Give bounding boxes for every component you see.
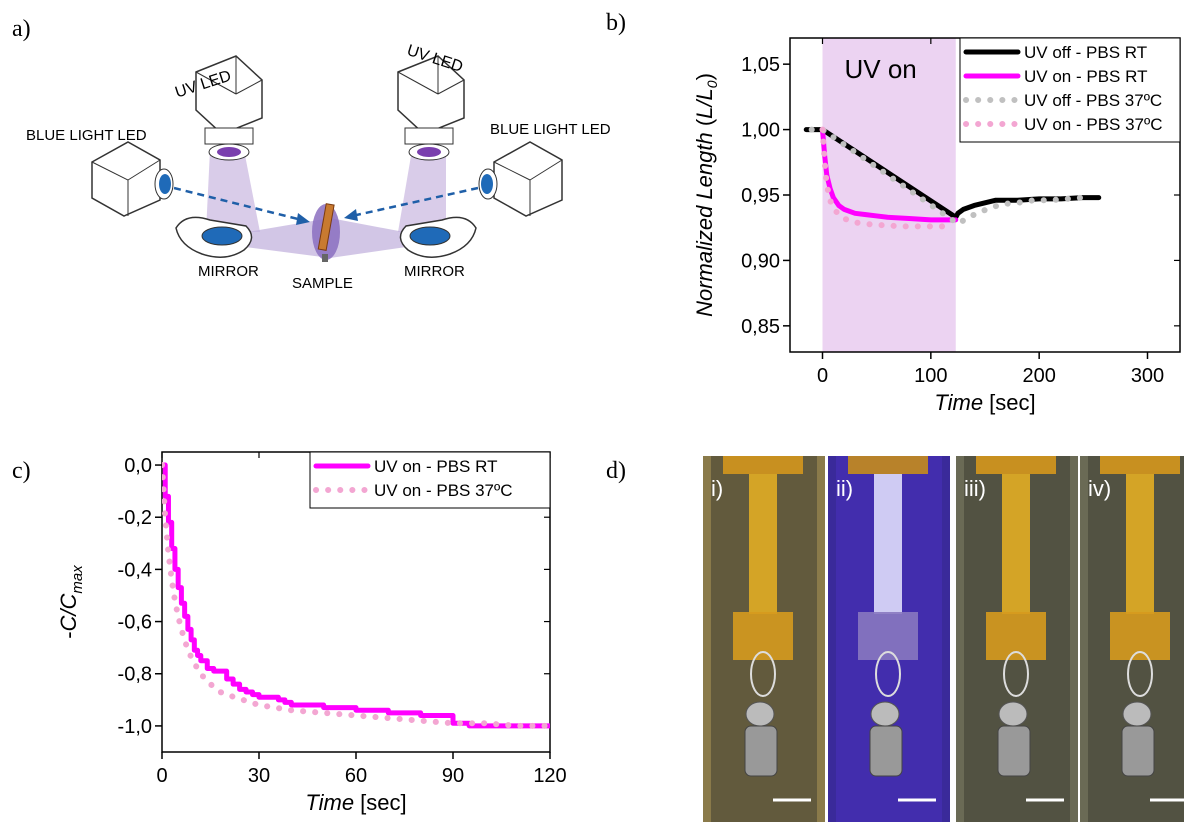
photo-1: i) [703,456,825,822]
uv-led-left [195,55,263,161]
clamp [1100,456,1180,474]
label-blue-led-right: BLUE LIGHT LED [490,121,611,138]
x-tick-label: 90 [442,765,464,787]
label-mirror-right: MIRROR [404,263,465,280]
sample-strip [1002,474,1030,614]
panel-label-a: a) [12,16,31,42]
hook-wire [1127,651,1153,697]
weight-knob [1122,701,1152,727]
y-axis-label: -C/Cmax [56,565,86,639]
x-tick-label: 0 [156,765,167,787]
uv-led-right [397,55,465,161]
sample-strip [1126,474,1154,614]
blue-led-right [478,141,563,217]
x-tick-label: 60 [345,765,367,787]
photo-label: iv) [1088,476,1111,501]
x-tick-label: 100 [914,365,947,387]
clamp [723,456,803,474]
photo-label: iii) [964,476,986,501]
blue-arrow-right [351,186,479,218]
x-tick-label: 200 [1022,365,1055,387]
blue-led-left [91,141,174,217]
y-tick-label: -1,0 [118,716,152,738]
uv-beam-left [206,150,260,232]
y-tick-label: -0,4 [118,559,152,581]
reflected-beam-right [330,218,420,258]
photo-label: ii) [836,476,853,501]
legend-label: UV on - PBS 37ºC [1024,115,1163,134]
chart-c: 0 30 60 90 120 0,0 -0,2 -0,4 -0,6 -0,8 -1,0 UV on -… [56,451,567,815]
x-tick-label: 300 [1131,365,1164,387]
photo-3: iii) [956,456,1078,822]
sample [312,203,340,262]
panel-label-d: d) [606,458,626,484]
mirror-left [175,216,253,258]
y-tick-label: 1,05 [741,54,780,76]
series-line [819,126,956,230]
y-tick-label: 0,90 [741,250,780,272]
legend-label: UV off - PBS RT [1024,43,1147,62]
weight-body [997,725,1031,777]
x-tick-label: 120 [533,765,566,787]
legend-label: UV off - PBS 37ºC [1024,91,1162,110]
y-tick-label: -0,6 [118,612,152,634]
panel-label-c: c) [12,458,31,484]
legend-label: UV on - PBS RT [374,457,497,476]
series-line [162,462,550,729]
sample-strip [874,474,902,614]
y-tick-label: -0,2 [118,507,152,529]
weight-knob [870,701,900,727]
chart-b: UV on 0 100 200 300 0,85 0,90 0,95 1,00 1,05 UV of… [692,37,1181,415]
clamp [976,456,1056,474]
y-tick-label: 0,85 [741,316,780,338]
series-line [162,462,550,729]
hook-wire [750,651,776,697]
x-tick-label: 0 [817,365,828,387]
legend-box [959,37,1181,143]
legend-box [309,451,551,509]
arrowhead-left [296,213,310,225]
y-tick-label: -0,8 [118,664,152,686]
uv-on-band [822,38,956,352]
photo-4: iv) [1080,456,1184,822]
panel-a-schematic: UV LED UV LED BLUE LIGHT LED BLUE LIGHT … [26,42,611,292]
legend-label: UV on - PBS 37ºC [374,481,513,500]
panel-d-photos: i) ii) iii) iv) [703,456,1184,822]
label-sample: SAMPLE [292,275,353,292]
legend-label: UV on - PBS RT [1024,67,1147,86]
y-axis-label: Normalized Length (L/L0) [692,73,720,317]
weight-knob [998,701,1028,727]
x-axis-label: Time [sec] [305,790,406,815]
arrowhead-right [344,209,358,221]
x-axis-label: Time [sec] [934,390,1035,415]
y-tick-label: 0,0 [124,455,152,477]
series-line [808,126,1086,227]
y-tick-label: 0,95 [741,185,780,207]
label-mirror-left: MIRROR [198,263,259,280]
weight-knob [745,701,775,727]
clamp [848,456,928,474]
photo-2: ii) [828,456,950,822]
weight-body [1121,725,1155,777]
uv-beam-right [398,150,446,232]
reflected-beam-left [230,218,330,258]
x-tick-label: 30 [248,765,270,787]
photo-label: i) [711,476,723,501]
panel-label-b: b) [606,10,626,36]
weight-body [744,725,778,777]
weight-body [869,725,903,777]
blue-arrow-left [173,186,303,222]
y-tick-label: 1,00 [741,120,780,142]
mirror-right [399,216,477,258]
sample-strip [749,474,777,614]
hook-wire [1003,651,1029,697]
uv-on-annotation: UV on [845,54,917,84]
label-blue-led-left: BLUE LIGHT LED [26,127,147,144]
hook-wire [875,651,901,697]
